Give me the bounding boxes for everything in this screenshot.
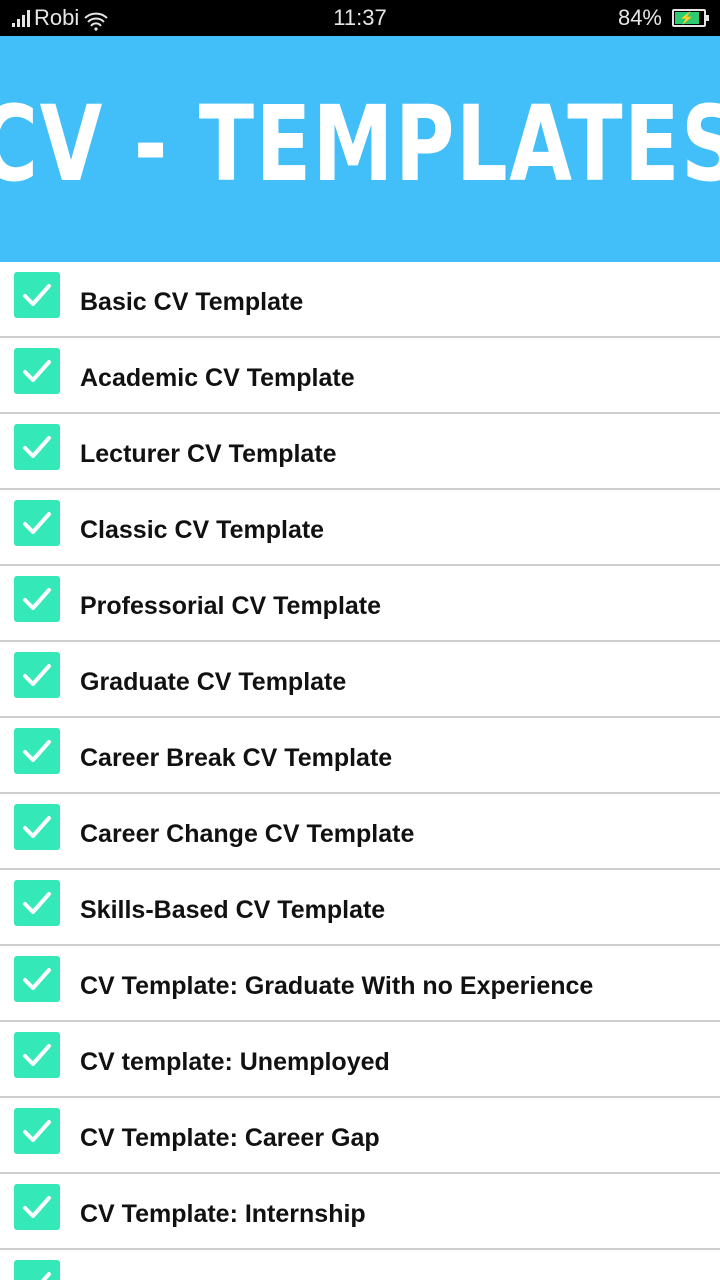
list-item[interactable]: CV Template: Internship xyxy=(0,1174,720,1250)
checkbox[interactable] xyxy=(14,1184,60,1230)
checkbox[interactable] xyxy=(14,728,60,774)
list-item[interactable]: Basic CV Template xyxy=(0,262,720,338)
template-list: Basic CV Template Academic CV Template Lec… xyxy=(0,262,720,1280)
page-title: CV - TEMPLATES xyxy=(0,83,720,205)
checkmark-icon xyxy=(23,1044,51,1066)
item-label: Career Change CV Template xyxy=(80,820,415,848)
wifi-icon xyxy=(84,12,108,31)
checkbox[interactable] xyxy=(14,804,60,850)
checkbox[interactable] xyxy=(14,1032,60,1078)
list-item[interactable]: Graduate CV Template xyxy=(0,642,720,718)
item-label: CV Template: Graduate With no Experience xyxy=(80,972,594,1000)
list-item[interactable]: CV Template: Career Gap xyxy=(0,1098,720,1174)
clock: 11:37 xyxy=(333,5,387,30)
list-item[interactable]: CV Template: Graduate With no Experience xyxy=(0,946,720,1022)
list-item[interactable]: CV template: Unemployed xyxy=(0,1022,720,1098)
list-item[interactable]: Professorial CV Template xyxy=(0,566,720,642)
battery-charging-icon: ⚡ xyxy=(672,9,709,27)
checkbox[interactable] xyxy=(14,272,60,318)
list-item[interactable]: Classic CV Template xyxy=(0,490,720,566)
item-label: Career Break CV Template xyxy=(80,744,393,772)
item-label: Academic CV Template xyxy=(80,364,355,392)
list-item[interactable]: Career Change CV Template xyxy=(0,794,720,870)
list-item[interactable]: Career Break CV Template xyxy=(0,718,720,794)
checkmark-icon xyxy=(23,740,51,762)
checkbox[interactable] xyxy=(14,1108,60,1154)
checkmark-icon xyxy=(23,1196,51,1218)
item-label: Skills-Based CV Template xyxy=(80,896,386,924)
checkbox[interactable] xyxy=(14,652,60,698)
checkmark-icon xyxy=(23,360,51,382)
checkbox[interactable] xyxy=(14,880,60,926)
checkmark-icon xyxy=(23,968,51,990)
checkbox[interactable] xyxy=(14,348,60,394)
checkbox[interactable] xyxy=(14,576,60,622)
list-item[interactable]: Lecturer CV Template xyxy=(0,414,720,490)
list-item[interactable]: Skills-Based CV Template xyxy=(0,870,720,946)
checkmark-icon xyxy=(23,664,51,686)
checkmark-icon xyxy=(23,588,51,610)
item-label: Professorial CV Template xyxy=(80,592,382,620)
item-label: Classic CV Template xyxy=(80,516,325,544)
checkmark-icon xyxy=(23,1120,51,1142)
carrier-name: Robi xyxy=(34,5,80,30)
item-label: Graduate CV Template xyxy=(80,668,347,696)
header-banner: CV - TEMPLATES xyxy=(0,36,720,262)
item-label: CV Template: Internship xyxy=(80,1200,366,1228)
item-label: Lecturer CV Template xyxy=(80,440,337,468)
checkbox[interactable] xyxy=(14,500,60,546)
item-label: CV template: Unemployed xyxy=(80,1048,390,1076)
item-label: CV Template: Career Gap xyxy=(80,1124,380,1152)
checkmark-icon xyxy=(23,816,51,838)
checkbox[interactable] xyxy=(14,1260,60,1280)
checkmark-icon xyxy=(23,436,51,458)
status-bar: Robi 11:37 84% ⚡ xyxy=(0,0,720,36)
list-item[interactable]: Academic CV Template xyxy=(0,338,720,414)
checkmark-icon xyxy=(23,512,51,534)
checkmark-icon xyxy=(23,284,51,306)
item-label: Basic CV Template xyxy=(80,288,304,316)
checkmark-icon xyxy=(40,1272,51,1280)
battery-percent: 84% xyxy=(617,5,662,30)
signal-icon xyxy=(12,9,30,27)
list-item[interactable] xyxy=(0,1250,720,1280)
checkbox[interactable] xyxy=(14,424,60,470)
checkbox[interactable] xyxy=(14,956,60,1002)
checkmark-icon xyxy=(23,892,51,914)
